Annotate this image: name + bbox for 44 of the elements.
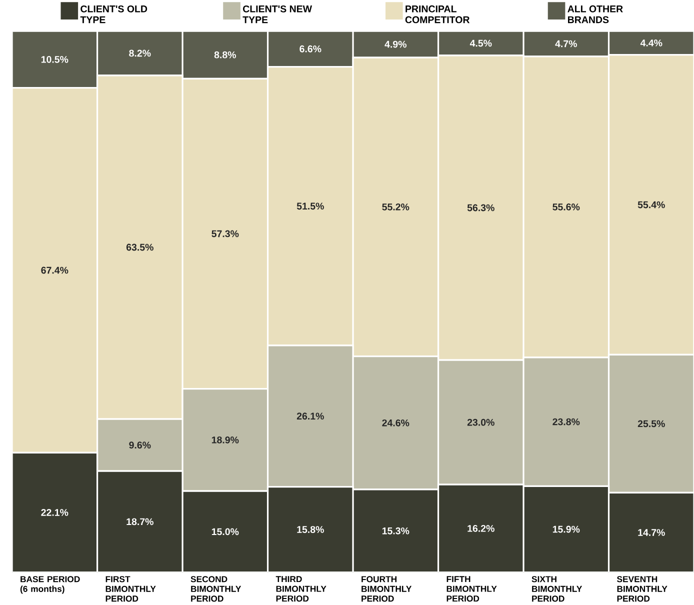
data-label: 4.4%: [640, 39, 662, 46]
data-label: 9.6%: [129, 441, 151, 448]
x-tick-label: THIRD BIMONTHLY PERIOD: [276, 576, 326, 602]
x-tick-label: BASE PERIOD (6 months): [20, 576, 80, 594]
data-label: 8.2%: [129, 50, 151, 57]
data-label: 26.1%: [296, 412, 324, 420]
legend-label: ALL OTHER BRANDS: [568, 5, 623, 24]
legend-label: PRINCIPAL COMPETITOR: [405, 5, 470, 24]
data-label: 22.1%: [41, 508, 68, 516]
x-tick-label: SECOND BIMONTHLY PERIOD: [190, 576, 242, 602]
data-label: 55.4%: [638, 201, 665, 208]
data-label: 4.5%: [470, 40, 492, 46]
data-label: 24.6%: [382, 419, 410, 426]
x-tick-label: FIFTH BIMONTHLY PERIOD: [446, 576, 497, 602]
data-label: 57.3%: [212, 230, 239, 238]
data-label: 15.9%: [552, 526, 580, 533]
data-label: 6.6%: [300, 45, 322, 52]
data-label: 15.0%: [212, 528, 239, 535]
x-tick-label: FIRST BIMONTHLY PERIOD: [106, 576, 156, 602]
data-label: 67.4%: [41, 266, 68, 274]
data-label: 23.0%: [467, 418, 494, 426]
data-label: 4.7%: [555, 40, 577, 48]
x-tick-label: SIXTH BIMONTHLY PERIOD: [532, 576, 582, 602]
data-label: 23.8%: [552, 418, 580, 426]
data-label: 15.8%: [297, 526, 324, 533]
data-label: 56.3%: [467, 204, 494, 212]
x-tick-label: SEVENTH BIMONTHLY PERIOD: [616, 576, 668, 602]
data-label: 55.6%: [552, 203, 580, 210]
data-label: 51.5%: [296, 202, 324, 210]
data-label: 18.7%: [126, 518, 154, 525]
data-label: 8.8%: [214, 51, 236, 58]
data-label: 14.7%: [638, 528, 665, 536]
data-label: 16.2%: [468, 524, 494, 532]
data-label: 55.2%: [382, 203, 410, 210]
data-label: 15.3%: [382, 527, 410, 534]
legend-label: CLIENT'S OLD TYPE: [80, 5, 148, 23]
x-tick-label: FOURTH BIMONTHLY PERIOD: [362, 576, 412, 602]
bar: [96, 418, 184, 472]
data-label: 25.5%: [638, 420, 665, 428]
data-label: 10.5%: [41, 56, 68, 63]
data-label: 18.9%: [212, 436, 239, 444]
legend-label: CLIENT'S NEW TYPE: [242, 5, 312, 23]
data-label: 4.9%: [384, 40, 406, 48]
data-label: 63.5%: [126, 244, 154, 251]
